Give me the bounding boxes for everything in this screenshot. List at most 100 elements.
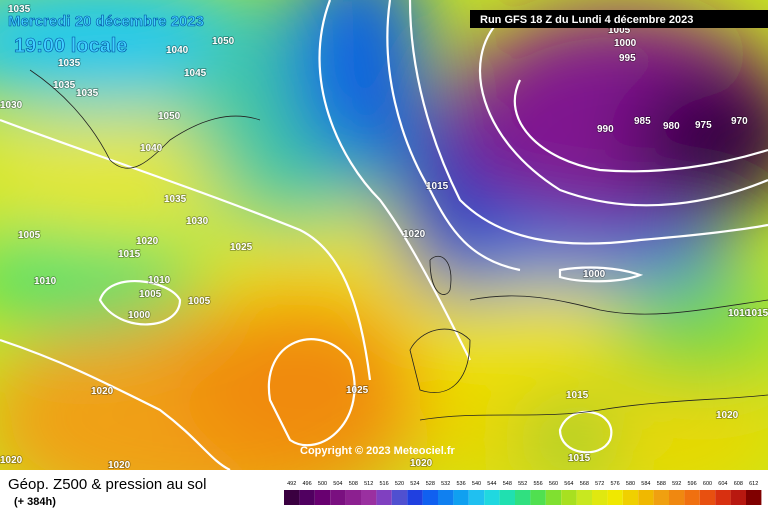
scale-label: 588 bbox=[657, 481, 666, 487]
run-box bbox=[470, 10, 768, 28]
scale-label: 528 bbox=[426, 481, 435, 487]
scale-label: 556 bbox=[534, 481, 543, 487]
scale-swatch bbox=[607, 490, 623, 505]
isobar-label: 1050 bbox=[212, 36, 235, 47]
scale-label: 532 bbox=[441, 481, 450, 487]
isobar-label: 1035 bbox=[53, 80, 76, 91]
scale-label: 568 bbox=[580, 481, 589, 487]
scale-swatch bbox=[638, 490, 654, 505]
scale-label: 552 bbox=[518, 481, 527, 487]
scale-label: 496 bbox=[303, 481, 312, 487]
scale-label: 492 bbox=[287, 481, 296, 487]
scale-label: 548 bbox=[503, 481, 512, 487]
scale-swatch bbox=[669, 490, 685, 505]
isobar-label: 1000 bbox=[583, 269, 606, 280]
isobar-label: 985 bbox=[634, 116, 651, 127]
scale-label: 520 bbox=[395, 481, 404, 487]
footer-title: Géop. Z500 & pression au sol bbox=[8, 476, 206, 493]
isobar-label: 1035 bbox=[76, 88, 99, 99]
isobar-label: 1020 bbox=[108, 460, 131, 471]
scale-swatch bbox=[730, 490, 746, 505]
isobar-label: 1015 bbox=[566, 390, 589, 401]
isobar-label: 1010 bbox=[34, 276, 57, 287]
isobar-label: 1020 bbox=[716, 410, 739, 421]
isobar-label: 990 bbox=[597, 124, 614, 135]
scale-label: 572 bbox=[595, 481, 604, 487]
scale-swatch bbox=[345, 490, 361, 505]
scale-swatch bbox=[561, 490, 577, 505]
copyright: Copyright © 2023 Meteociel.fr bbox=[300, 445, 456, 457]
scale-swatch bbox=[530, 490, 546, 505]
scale-swatch bbox=[699, 490, 716, 505]
scale-label: 516 bbox=[380, 481, 389, 487]
isobar-label: 1005 bbox=[139, 289, 162, 300]
isobar-label: 1035 bbox=[8, 4, 31, 15]
scale-swatch bbox=[299, 490, 315, 505]
isobar-label: 1005 bbox=[188, 296, 211, 307]
isobar-label: 1000 bbox=[128, 310, 151, 321]
isobar-label: 1015 bbox=[746, 308, 768, 319]
isobar-label: 1025 bbox=[230, 242, 253, 253]
scale-label: 580 bbox=[626, 481, 635, 487]
scale-label: 608 bbox=[734, 481, 743, 487]
scale-swatch bbox=[422, 490, 438, 505]
isobar-label: 1015 bbox=[118, 249, 141, 260]
isobar-label: 1015 bbox=[426, 181, 449, 192]
scale-label: 596 bbox=[688, 481, 697, 487]
isobar-label: 1030 bbox=[186, 216, 209, 227]
scale-swatch bbox=[330, 490, 346, 505]
isobar-label: 995 bbox=[619, 53, 636, 64]
isobar-label: 1005 bbox=[18, 230, 41, 241]
scale-swatch bbox=[438, 490, 454, 505]
scale-swatch bbox=[576, 490, 592, 505]
footer-lead: (+ 384h) bbox=[14, 496, 56, 508]
scale-label: 600 bbox=[703, 481, 712, 487]
scale-swatch bbox=[391, 490, 408, 505]
scale-label: 564 bbox=[564, 481, 573, 487]
scale-label: 592 bbox=[672, 481, 681, 487]
scale-label: 584 bbox=[641, 481, 650, 487]
date-label: Mercredi 20 décembre 2023 bbox=[8, 13, 204, 30]
scale-swatch bbox=[592, 490, 608, 505]
isobar-label: 970 bbox=[731, 116, 748, 127]
scale-swatch bbox=[684, 490, 700, 505]
isobar-label: 1040 bbox=[140, 143, 163, 154]
scale-swatch bbox=[468, 490, 485, 505]
scale-label: 576 bbox=[611, 481, 620, 487]
isobar-label: 1000 bbox=[614, 38, 637, 49]
isobar-label: 1030 bbox=[0, 100, 23, 111]
isobar-label: 975 bbox=[695, 120, 712, 131]
isobar-label: 1010 bbox=[148, 275, 171, 286]
color-scale: 492 496 500 504 508 512 516 520 524 528 532 536 540 5… bbox=[284, 481, 762, 505]
isobar-label: 1035 bbox=[58, 58, 81, 69]
scale-swatch bbox=[314, 490, 331, 505]
scale-swatch bbox=[515, 490, 531, 505]
isobar-label: 1035 bbox=[164, 194, 187, 205]
isobar-label: 1010 bbox=[728, 308, 751, 319]
scale-swatch bbox=[715, 490, 731, 505]
isobar-label: 1015 bbox=[568, 453, 591, 464]
scale-swatch bbox=[376, 490, 392, 505]
isobar-label: 1020 bbox=[136, 236, 159, 247]
scale-label: 504 bbox=[333, 481, 342, 487]
scale-label: 612 bbox=[749, 481, 758, 487]
scale-label: 512 bbox=[364, 481, 373, 487]
scale-swatch bbox=[653, 490, 669, 505]
scale-label: 560 bbox=[549, 481, 558, 487]
isobar-label: 1025 bbox=[346, 385, 369, 396]
isobar-label: 1020 bbox=[91, 386, 114, 397]
isobar-label: 1050 bbox=[158, 111, 181, 122]
scale-swatch bbox=[407, 490, 423, 505]
scale-swatch bbox=[746, 490, 762, 505]
scale-swatch bbox=[361, 490, 377, 505]
time-label: 19:00 locale bbox=[14, 35, 127, 57]
scale-label: 540 bbox=[472, 481, 481, 487]
isobar-label: 1020 bbox=[0, 455, 23, 466]
scale-label: 604 bbox=[718, 481, 727, 487]
scale-label: 536 bbox=[457, 481, 466, 487]
scale-swatch bbox=[284, 490, 300, 505]
scale-swatch bbox=[622, 490, 639, 505]
scale-label: 524 bbox=[410, 481, 419, 487]
isobar-label: 1020 bbox=[410, 458, 433, 469]
